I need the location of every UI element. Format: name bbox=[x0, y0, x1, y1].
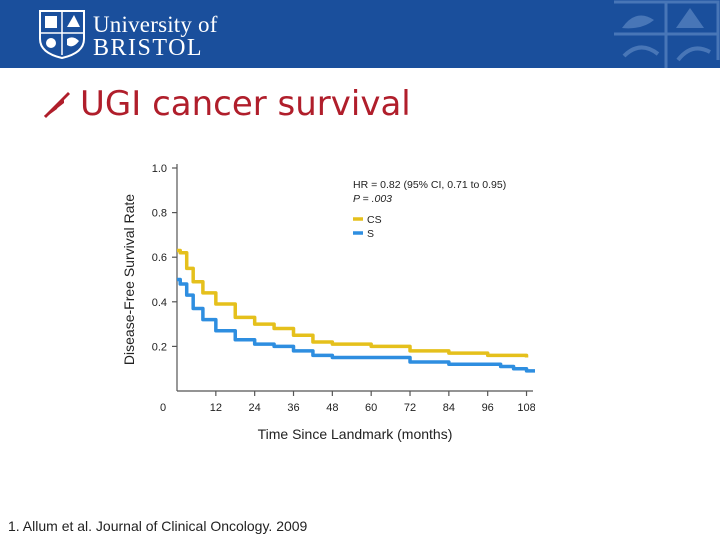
series-line-s bbox=[177, 277, 535, 373]
x-tick-label: 36 bbox=[287, 402, 299, 414]
title-bullet-icon bbox=[44, 92, 70, 118]
x-axis-title: Time Since Landmark (months) bbox=[258, 426, 453, 442]
citation: 1. Allum et al. Journal of Clinical Onco… bbox=[8, 518, 308, 534]
y-axis-title: Disease-Free Survival Rate bbox=[121, 194, 137, 365]
logo-line-bristol: BRISTOL bbox=[93, 35, 204, 61]
y-tick-label: 0.6 bbox=[152, 252, 167, 264]
logo-line-university: University of bbox=[93, 12, 218, 37]
university-crest-icon bbox=[39, 10, 85, 59]
hazard-ratio-annotation: HR = 0.82 (95% CI, 0.71 to 0.95) bbox=[353, 179, 506, 191]
x-tick-label: 0 bbox=[160, 402, 166, 414]
p-value-annotation: P = .003 bbox=[353, 193, 392, 205]
x-tick-label: 48 bbox=[326, 402, 338, 414]
survival-chart: 0.2 0.4 0.6 0.8 1.0 0 12 24 36 48 60 72 84 96 108 Time … bbox=[121, 163, 535, 442]
x-tick-label: 72 bbox=[404, 402, 416, 414]
y-tick-label: 0.2 bbox=[152, 341, 167, 353]
x-tick-label: 96 bbox=[482, 402, 494, 414]
legend-label-s: S bbox=[367, 228, 374, 240]
header-banner: University of BRISTOL bbox=[0, 0, 720, 68]
legend-label-cs: CS bbox=[367, 214, 382, 226]
slide-title: UGI cancer survival bbox=[80, 84, 411, 124]
y-tick-label: 0.8 bbox=[152, 208, 167, 220]
x-tick-label: 24 bbox=[249, 402, 261, 414]
x-tick-label: 12 bbox=[210, 402, 222, 414]
background-crest-icon bbox=[614, 0, 720, 68]
x-tick-label: 60 bbox=[365, 402, 377, 414]
x-tick-label: 108 bbox=[517, 402, 535, 414]
y-tick-label: 0.4 bbox=[152, 297, 167, 309]
y-tick-label: 1.0 bbox=[152, 163, 167, 175]
series-line-cs bbox=[177, 248, 529, 358]
x-tick-label: 84 bbox=[443, 402, 455, 414]
